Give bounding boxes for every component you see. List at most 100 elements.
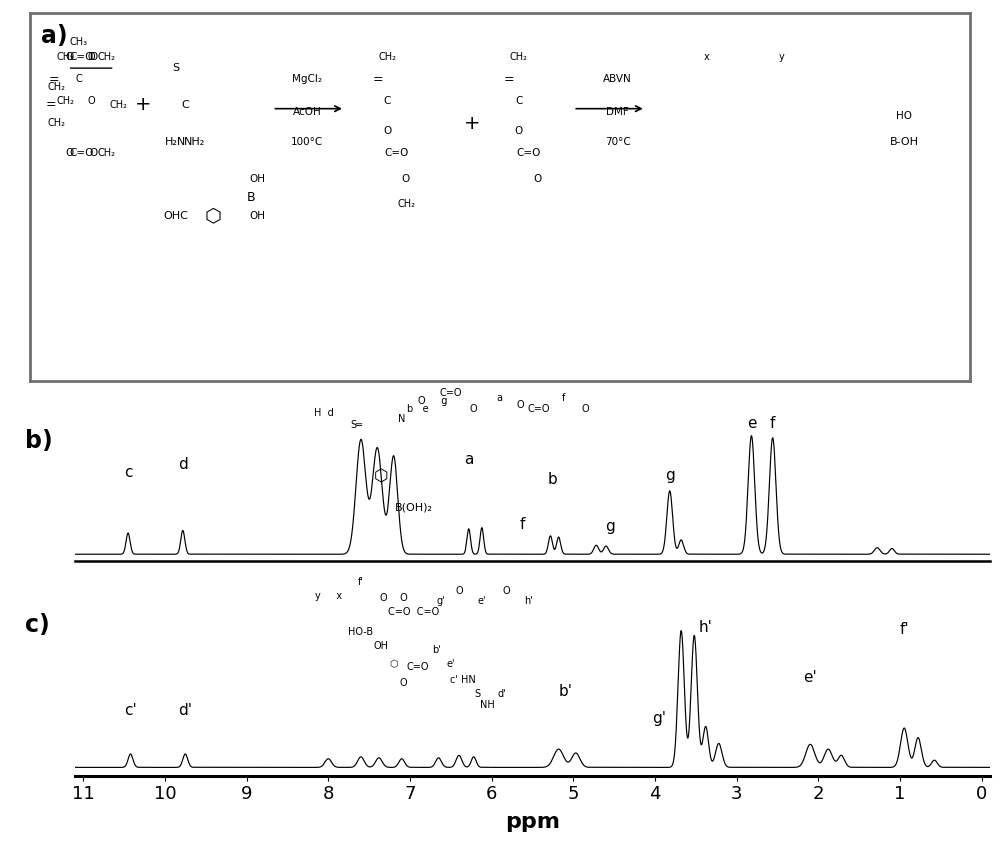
Text: 100°C: 100°C	[291, 137, 323, 147]
Text: O: O	[582, 405, 589, 415]
Text: f': f'	[358, 577, 364, 587]
Text: =: =	[45, 99, 56, 111]
Text: =: =	[372, 73, 383, 86]
Text: C=O: C=O	[384, 148, 409, 158]
Text: +: +	[464, 114, 480, 133]
Text: d': d'	[497, 689, 506, 699]
Text: CH₂: CH₂	[510, 52, 528, 62]
Text: O     g: O g	[418, 396, 448, 406]
Text: HO: HO	[896, 111, 912, 121]
Text: NH: NH	[480, 700, 495, 710]
Text: C=O: C=O	[70, 148, 94, 158]
Text: C: C	[76, 75, 82, 84]
Text: CH₂: CH₂	[47, 81, 65, 92]
Text: y: y	[779, 52, 785, 62]
Text: 70°C: 70°C	[605, 137, 630, 147]
Text: c' HN: c' HN	[450, 675, 476, 686]
Text: O: O	[455, 586, 463, 596]
Text: OH: OH	[249, 174, 265, 183]
Text: CH₂: CH₂	[97, 148, 115, 158]
Text: O: O	[533, 174, 542, 183]
Text: f: f	[520, 517, 525, 531]
Text: C=O: C=O	[440, 387, 462, 398]
Text: CH₂: CH₂	[397, 200, 415, 209]
Text: c: c	[124, 464, 132, 480]
Text: +: +	[135, 95, 151, 115]
Text: NH₂: NH₂	[184, 137, 205, 147]
Text: O: O	[383, 126, 391, 135]
Text: d': d'	[178, 703, 192, 718]
Text: B: B	[247, 190, 255, 204]
Text: CH₂: CH₂	[57, 96, 75, 106]
Text: OH: OH	[374, 641, 389, 651]
Text: N: N	[398, 414, 405, 424]
Text: ⬡: ⬡	[374, 467, 389, 485]
Text: f': f'	[899, 622, 909, 638]
Text: c': c'	[124, 703, 137, 718]
Text: y     x: y x	[315, 590, 342, 601]
Text: C: C	[181, 100, 189, 110]
Text: =: =	[48, 73, 59, 86]
Text: O: O	[87, 96, 95, 106]
Text: CH₂: CH₂	[47, 118, 65, 129]
Text: ⬡: ⬡	[389, 659, 398, 669]
X-axis label: ppm: ppm	[505, 812, 560, 831]
Text: h': h'	[699, 620, 713, 635]
Text: b): b)	[25, 429, 52, 453]
Text: a: a	[497, 393, 503, 403]
Text: OHC: OHC	[163, 211, 188, 220]
Text: DMF: DMF	[606, 107, 629, 117]
Text: CH₂: CH₂	[97, 52, 115, 62]
Text: f: f	[562, 393, 565, 403]
Text: ABVN: ABVN	[603, 75, 632, 84]
Text: O: O	[503, 586, 510, 596]
Text: h': h'	[524, 596, 533, 606]
Text: CH₂: CH₂	[378, 52, 396, 62]
Text: O    O: O O	[380, 593, 407, 603]
Text: e': e'	[447, 659, 455, 669]
Text: OH: OH	[249, 211, 265, 220]
Text: O: O	[515, 126, 523, 135]
Text: x: x	[704, 52, 710, 62]
Text: O: O	[87, 52, 95, 62]
Text: HO-B: HO-B	[348, 627, 374, 638]
Text: H  d: H d	[314, 408, 334, 418]
Text: B-OH: B-OH	[890, 137, 919, 147]
Text: H₂N: H₂N	[165, 137, 186, 147]
Text: b': b'	[558, 684, 572, 699]
Text: b: b	[548, 471, 558, 487]
Text: ⬡: ⬡	[205, 206, 222, 225]
Text: g': g'	[437, 596, 445, 606]
Text: C=O: C=O	[516, 148, 540, 158]
Text: b': b'	[432, 645, 440, 656]
Text: b   e: b e	[407, 405, 429, 415]
Text: c): c)	[25, 613, 49, 638]
Text: MgCl₂: MgCl₂	[292, 75, 322, 84]
Text: O: O	[90, 148, 98, 158]
Text: O: O	[65, 52, 74, 62]
Text: g': g'	[652, 711, 666, 727]
Text: C=O: C=O	[70, 52, 94, 62]
Text: e': e'	[803, 670, 817, 686]
Text: O: O	[65, 148, 74, 158]
Text: a): a)	[41, 24, 68, 48]
Text: S: S	[172, 63, 179, 73]
Text: g: g	[605, 519, 615, 534]
Text: e: e	[747, 416, 756, 431]
Text: CH₃: CH₃	[70, 38, 88, 47]
Text: O: O	[470, 405, 477, 415]
Text: f: f	[770, 416, 775, 431]
Text: d: d	[178, 458, 188, 472]
Text: CH₂: CH₂	[109, 100, 127, 110]
Text: C=O: C=O	[407, 662, 429, 672]
Text: e': e'	[478, 596, 486, 606]
Text: S═: S═	[351, 420, 363, 429]
Text: CH₂: CH₂	[57, 52, 75, 62]
Text: C: C	[384, 96, 391, 106]
Text: AcOH: AcOH	[293, 107, 322, 117]
Text: C=O: C=O	[528, 405, 550, 415]
Text: a: a	[464, 452, 473, 466]
Text: O: O	[400, 678, 407, 688]
Text: =: =	[504, 73, 515, 86]
Text: g: g	[665, 468, 675, 483]
